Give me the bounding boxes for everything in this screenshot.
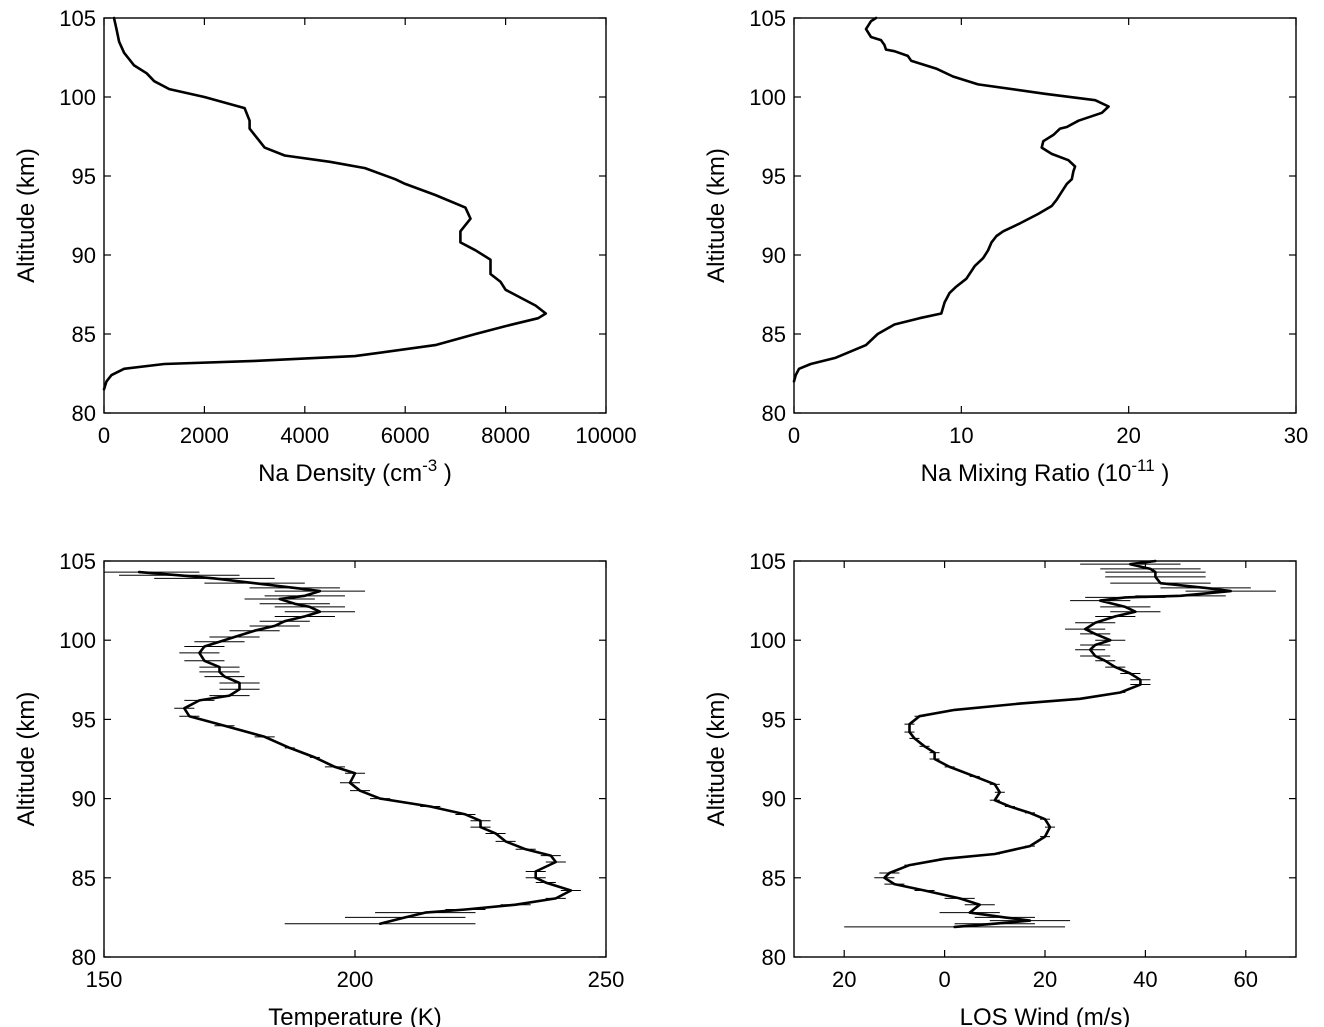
- x-tick-label: 10000: [575, 423, 636, 448]
- panel-temperature: 150 200 250 80 85 90 95 100 105 Temperature (K) Al…: [13, 549, 624, 1027]
- x-axis-title: LOS Wind (m/s): [960, 1004, 1131, 1027]
- plot-area-frame: [103, 560, 607, 958]
- x-tick-label: 150: [86, 967, 123, 992]
- x-tick-label: 10: [949, 423, 973, 448]
- x-axis-title: Na Density (cm-3 ): [258, 456, 452, 487]
- x-tick-label: 60: [1234, 967, 1258, 992]
- y-axis-title: Altitude (km): [703, 692, 730, 827]
- y-tick-label: 80: [762, 945, 786, 970]
- x-tick-label: 20: [832, 967, 856, 992]
- y-tick-label: 90: [762, 787, 786, 812]
- y-axis-title: Altitude (km): [13, 692, 40, 827]
- plot-area-frame: [793, 560, 1297, 958]
- plot-area-frame: [103, 17, 607, 414]
- y-tick-label: 105: [59, 6, 96, 31]
- x-tick-label: 8000: [481, 423, 530, 448]
- panel-na-density: 0 2000 4000 6000 8000 10000 80 85 90 95 100 105 Na D…: [13, 6, 637, 487]
- y-tick-label: 80: [72, 945, 96, 970]
- y-tick-label: 95: [72, 164, 96, 189]
- profile-line: [792, 16, 1110, 383]
- x-tick-label: 4000: [280, 423, 329, 448]
- x-tick-label: 2000: [180, 423, 229, 448]
- y-tick-label: 85: [72, 866, 96, 891]
- y-tick-label: 95: [762, 707, 786, 732]
- y-tick-label: 85: [72, 322, 96, 347]
- y-tick-label: 105: [749, 549, 786, 574]
- x-tick-label: 0: [938, 967, 950, 992]
- y-tick-label: 105: [59, 549, 96, 574]
- y-tick-label: 85: [762, 866, 786, 891]
- y-tick-label: 90: [72, 243, 96, 268]
- x-tick-label: 0: [788, 423, 800, 448]
- y-tick-label: 90: [72, 787, 96, 812]
- y-axis-title: Altitude (km): [703, 148, 730, 283]
- y-tick-label: 80: [762, 401, 786, 426]
- plot-area-frame: [793, 17, 1297, 414]
- y-tick-label: 100: [59, 628, 96, 653]
- x-tick-label: 6000: [381, 423, 430, 448]
- x-tick-label: 0: [98, 423, 110, 448]
- y-tick-label: 95: [762, 164, 786, 189]
- x-tick-label: 20: [1116, 423, 1140, 448]
- x-tick-label: 250: [588, 967, 625, 992]
- y-tick-label: 95: [72, 707, 96, 732]
- x-tick-label: 40: [1133, 967, 1157, 992]
- y-tick-label: 80: [72, 401, 96, 426]
- x-axis-title: Temperature (K): [268, 1004, 441, 1027]
- y-tick-label: 90: [762, 243, 786, 268]
- profile-line: [102, 16, 548, 391]
- profile-line: [137, 570, 573, 925]
- y-tick-label: 100: [59, 85, 96, 110]
- panel-los-wind: 20 0 20 40 60 80 85 90 95 100 105 LOS Wind (m/s) Alt…: [703, 549, 1297, 1027]
- x-axis-title: Na Mixing Ratio (10-11 ): [921, 456, 1170, 487]
- y-tick-label: 100: [749, 628, 786, 653]
- x-tick-label: 30: [1284, 423, 1308, 448]
- y-tick-label: 105: [749, 6, 786, 31]
- y-tick-label: 100: [749, 85, 786, 110]
- y-axis-title: Altitude (km): [13, 148, 40, 283]
- y-tick-label: 85: [762, 322, 786, 347]
- panel-na-mixing-ratio: 0 10 20 30 80 85 90 95 100 105 Na Mixing Ratio (10…: [703, 6, 1308, 487]
- x-tick-label: 20: [1033, 967, 1057, 992]
- x-tick-label: 200: [337, 967, 374, 992]
- profile-line: [883, 559, 1232, 929]
